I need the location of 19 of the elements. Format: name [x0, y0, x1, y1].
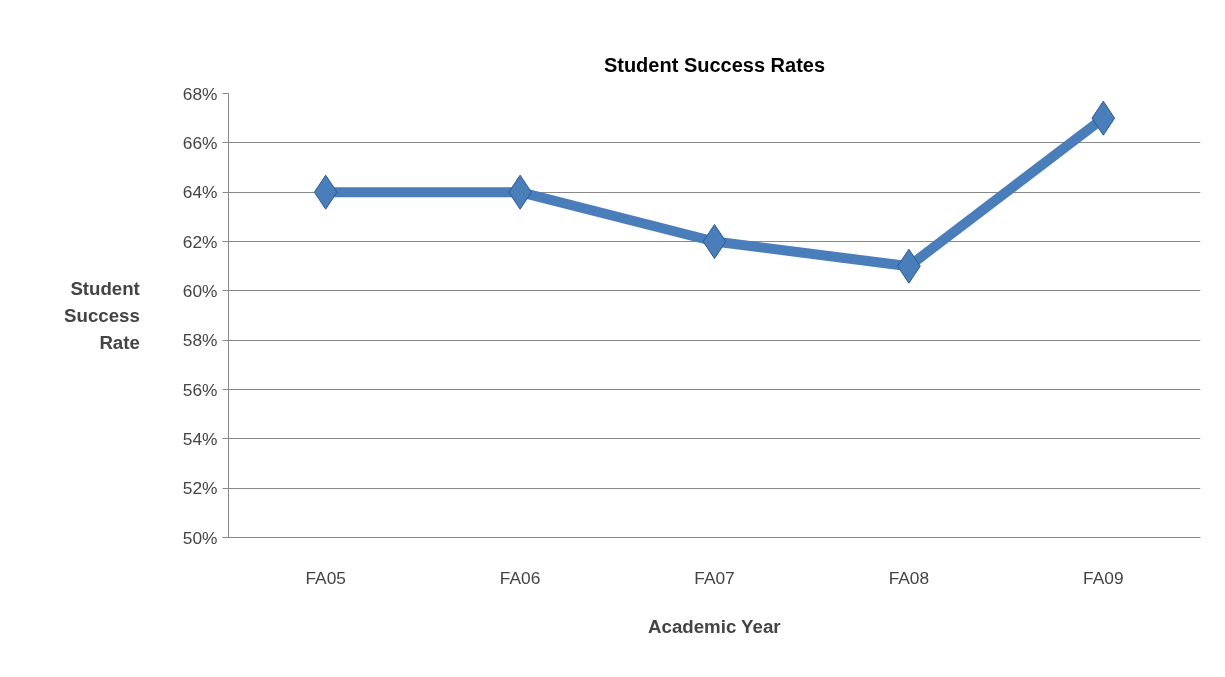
- y-tick-label: 54%: [182, 428, 218, 449]
- y-tick-label: 52%: [182, 478, 218, 499]
- y-axis-title: Student Success Rate: [64, 277, 140, 354]
- x-tick-label: FA06: [499, 567, 541, 588]
- y-tick-label: 64%: [182, 182, 218, 203]
- y-tick-label: 58%: [182, 330, 218, 351]
- x-tick-label: FA09: [1083, 567, 1124, 588]
- y-tick-label: 50%: [182, 527, 218, 548]
- y-tick-label: 66%: [182, 132, 218, 153]
- chart-title: Student Success Rates: [603, 54, 826, 76]
- x-tick-label: FA07: [694, 567, 735, 588]
- x-tick-label: FA08: [888, 567, 930, 588]
- y-tick-label: 60%: [182, 280, 218, 301]
- y-tick-label: 68%: [182, 83, 218, 104]
- x-tick-label: FA05: [305, 567, 346, 588]
- y-tick-label: 56%: [182, 379, 218, 400]
- y-tick-label: 62%: [182, 231, 218, 252]
- x-axis-title: Academic Year: [648, 615, 781, 637]
- point: [702, 224, 727, 259]
